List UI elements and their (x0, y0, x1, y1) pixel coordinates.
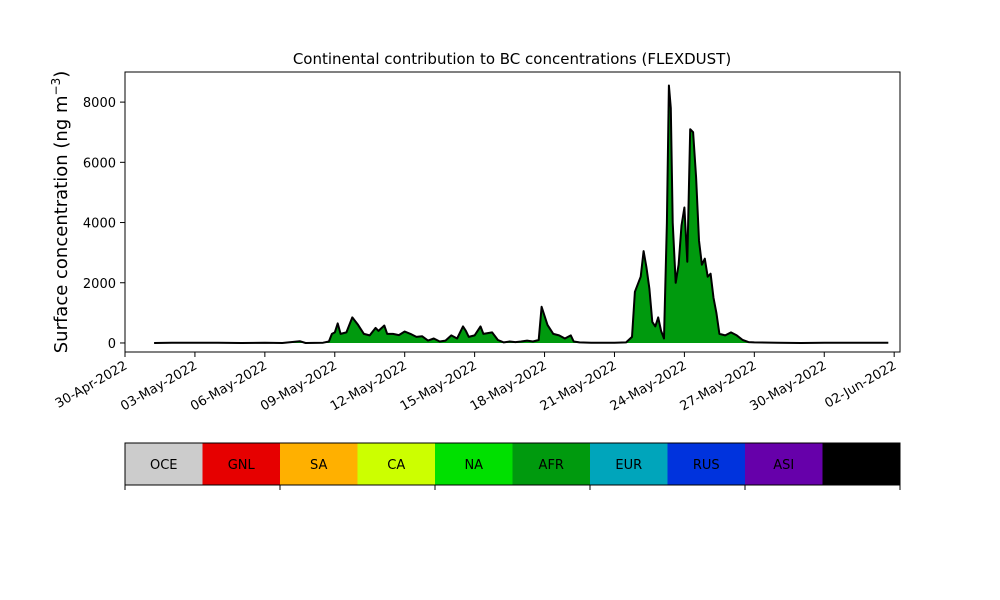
plot-frame (124, 71, 901, 353)
chart-title: Continental contribution to BC concentra… (293, 50, 731, 68)
x-axis: 30-Apr-202203-May-202206-May-202209-May-… (53, 352, 899, 414)
x-tick-label: 24-May-2022 (608, 358, 690, 414)
legend-label-rus: RUS (693, 458, 720, 473)
legend-label-gnl: GNL (228, 458, 256, 473)
plot-area (154, 84, 889, 344)
legend-swatch-sa (280, 443, 358, 485)
area-series-outline (154, 84, 889, 344)
legend-swatch-oce (125, 443, 203, 485)
x-tick-label: 03-May-2022 (118, 358, 200, 414)
legend-swatch-rus (667, 443, 746, 485)
x-tick-label: 30-May-2022 (748, 358, 830, 414)
y-axis-label-main: Surface concentration (ng m (51, 95, 72, 353)
x-tick-label: 06-May-2022 (188, 358, 270, 414)
y-axis-label-superscript: −3 (49, 78, 63, 96)
y-tick-label: 2000 (83, 277, 116, 292)
x-tick-label: 27-May-2022 (678, 358, 760, 414)
legend-swatch-afr (512, 443, 591, 485)
x-tick-label: 09-May-2022 (258, 358, 340, 414)
legend-swatch-ca (357, 443, 436, 485)
legend-label-afr: AFR (539, 458, 564, 473)
y-tick-label: 0 (108, 337, 116, 352)
x-tick-label: 30-Apr-2022 (53, 358, 130, 411)
x-tick-label: 21-May-2022 (538, 358, 620, 414)
y-axis: 0 2000 4000 6000 8000 (83, 96, 125, 352)
y-tick-label: 8000 (83, 96, 116, 111)
legend-label-aus: AUS (848, 458, 875, 473)
x-tick-label: 12-May-2022 (328, 358, 410, 414)
legend-swatch-na (435, 443, 513, 485)
y-tick-label: 6000 (83, 156, 116, 171)
legend-label-eur: EUR (615, 458, 642, 473)
legend-label-na: NA (464, 458, 483, 473)
legend-colorbar: OCE GNL SA CA NA AFR EUR RUS ASI AUS (124, 442, 901, 490)
y-axis-label-close: ) (51, 71, 72, 78)
x-tick-label: 18-May-2022 (468, 358, 550, 414)
legend-frame (124, 442, 901, 486)
y-axis-label: Surface concentration (ng m−3) (49, 71, 72, 354)
legend-swatch-aus (822, 443, 901, 485)
x-tick-label: 15-May-2022 (398, 358, 480, 414)
x-tick-label: 02-Jun-2022 (822, 358, 899, 411)
legend-swatch-asi (745, 443, 823, 485)
legend-label-oce: OCE (150, 458, 178, 473)
area-series-afr (154, 85, 889, 343)
legend-label-sa: SA (310, 458, 327, 473)
legend-label-asi: ASI (773, 458, 794, 473)
legend-swatch-gnl (202, 443, 281, 485)
legend-label-ca: CA (387, 458, 405, 473)
legend-swatch-eur (590, 443, 668, 485)
y-tick-label: 4000 (83, 217, 116, 232)
